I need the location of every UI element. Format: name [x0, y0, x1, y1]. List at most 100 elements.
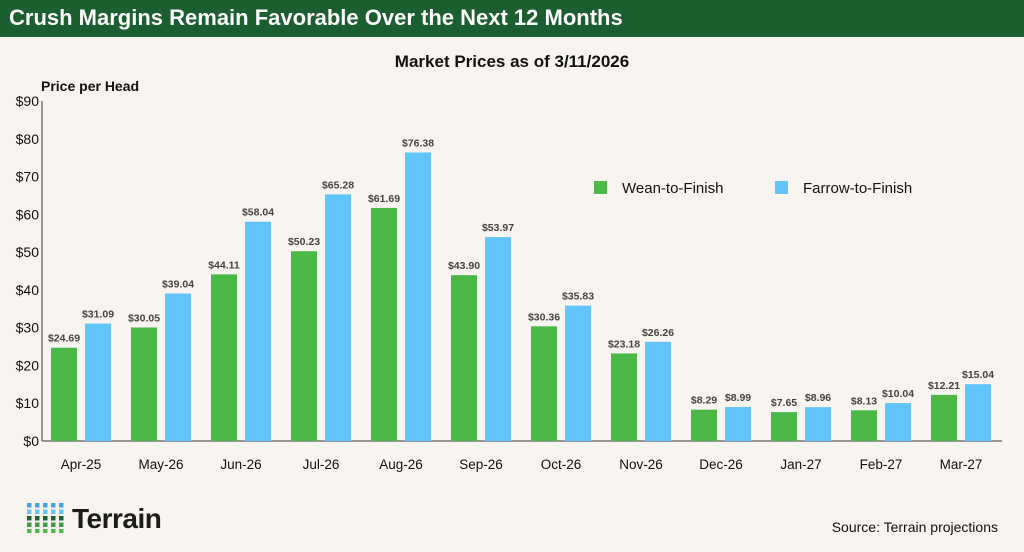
- y-tick-label: $50: [16, 244, 40, 260]
- logo-dot: [35, 516, 40, 521]
- x-tick-label: Jun-26: [220, 457, 261, 472]
- bar-farrow-to-finish: [645, 341, 671, 441]
- bar-farrow-to-finish: [725, 407, 751, 441]
- bar-wean-to-finish: [771, 412, 797, 441]
- bar-farrow-to-finish: [405, 152, 431, 441]
- logo-dot: [35, 522, 40, 527]
- terrain-logo-icon: [27, 503, 67, 538]
- bar-wean-to-finish: [691, 409, 717, 441]
- logo-dot: [59, 522, 64, 527]
- bar-wean-to-finish: [291, 251, 317, 441]
- x-tick-label: Jul-26: [303, 457, 340, 472]
- logo-dot: [35, 529, 40, 534]
- data-label: $26.26: [642, 327, 674, 339]
- bar-wean-to-finish: [131, 327, 157, 441]
- data-label: $76.38: [402, 137, 434, 149]
- y-tick-label: $20: [16, 357, 40, 373]
- data-label: $8.13: [851, 395, 877, 407]
- bar-wean-to-finish: [531, 326, 557, 441]
- legend-label: Farrow-to-Finish: [803, 180, 912, 197]
- chart-header-title: Crush Margins Remain Favorable Over the …: [9, 5, 623, 30]
- terrain-logo-text: Terrain: [72, 503, 162, 534]
- data-label: $15.04: [962, 369, 994, 381]
- x-tick-label: Sep-26: [459, 457, 503, 472]
- data-label: $7.65: [771, 397, 797, 409]
- x-tick-label: Nov-26: [619, 457, 663, 472]
- data-label: $31.09: [82, 309, 114, 321]
- logo-dot: [43, 529, 48, 534]
- logo-dot: [59, 529, 64, 534]
- legend-swatch: [775, 181, 788, 194]
- data-label: $65.28: [322, 179, 354, 191]
- data-label: $58.04: [242, 207, 274, 219]
- source-note: Source: Terrain projections: [831, 519, 998, 535]
- logo-dot: [27, 522, 32, 527]
- bar-wean-to-finish: [851, 410, 877, 441]
- logo-dot: [59, 503, 64, 508]
- logo-dot: [59, 509, 64, 514]
- data-label: $30.36: [528, 311, 560, 323]
- logo-dot: [35, 509, 40, 514]
- data-label: $8.96: [805, 392, 831, 404]
- x-tick-label: Feb-27: [860, 457, 903, 472]
- logo-dot: [43, 503, 48, 508]
- y-axis-label: Price per Head: [41, 78, 139, 94]
- x-tick-label: May-26: [138, 457, 183, 472]
- data-label: $23.18: [608, 338, 640, 350]
- data-label: $61.69: [368, 193, 400, 205]
- logo-dot: [51, 503, 56, 508]
- data-label: $30.05: [128, 312, 160, 324]
- y-tick-label: $90: [16, 93, 40, 109]
- logo-dot: [27, 503, 32, 508]
- legend-label: Wean-to-Finish: [622, 180, 723, 197]
- y-tick-label: $40: [16, 282, 40, 298]
- x-tick-label: Apr-25: [61, 457, 102, 472]
- data-label: $44.11: [208, 259, 240, 271]
- y-tick-label: $80: [16, 131, 40, 147]
- data-label: $53.97: [482, 222, 514, 234]
- x-tick-label: Mar-27: [940, 457, 983, 472]
- data-label: $50.23: [288, 236, 320, 248]
- x-tick-label: Oct-26: [541, 457, 582, 472]
- logo-dot: [27, 529, 32, 534]
- logo-dot: [59, 516, 64, 521]
- y-tick-label: $60: [16, 206, 40, 222]
- data-label: $39.04: [162, 279, 194, 291]
- y-tick-label: $0: [23, 433, 39, 449]
- data-label: $8.99: [725, 392, 751, 404]
- bar-farrow-to-finish: [485, 237, 511, 441]
- bar-farrow-to-finish: [245, 221, 271, 441]
- data-label: $10.04: [882, 388, 914, 400]
- bar-wean-to-finish: [611, 353, 637, 441]
- logo-dot: [35, 503, 40, 508]
- data-label: $43.90: [448, 260, 480, 272]
- title-bar: Crush Margins Remain Favorable Over the …: [0, 0, 1024, 37]
- logo-dot: [51, 522, 56, 527]
- data-label: $8.29: [691, 395, 717, 407]
- bar-farrow-to-finish: [85, 323, 111, 441]
- data-label: $35.83: [562, 291, 594, 303]
- chart-title: Market Prices as of 3/11/2026: [394, 52, 630, 71]
- logo-dot: [51, 509, 56, 514]
- bar-farrow-to-finish: [885, 403, 911, 441]
- y-tick-label: $30: [16, 320, 40, 336]
- logo-dot: [43, 516, 48, 521]
- bar-wean-to-finish: [51, 347, 77, 441]
- x-tick-label: Aug-26: [379, 457, 423, 472]
- y-tick-label: $70: [16, 169, 40, 185]
- bar-farrow-to-finish: [965, 384, 991, 441]
- bar-farrow-to-finish: [565, 305, 591, 441]
- x-tick-label: Dec-26: [699, 457, 743, 472]
- bar-wean-to-finish: [371, 207, 397, 441]
- bar-farrow-to-finish: [325, 194, 351, 441]
- data-label: $12.21: [928, 380, 960, 392]
- bar-farrow-to-finish: [805, 407, 831, 441]
- data-label: $24.69: [48, 333, 80, 345]
- y-tick-label: $10: [16, 395, 40, 411]
- logo-dot: [43, 522, 48, 527]
- bar-farrow-to-finish: [165, 293, 191, 441]
- legend-swatch: [594, 181, 607, 194]
- logo-dot: [51, 529, 56, 534]
- logo-dot: [51, 516, 56, 521]
